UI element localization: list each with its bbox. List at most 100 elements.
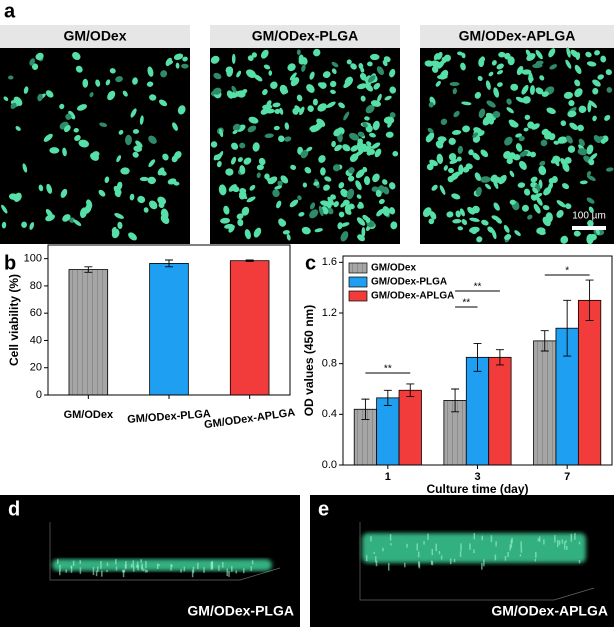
cell-layer-texture [534, 558, 537, 562]
axes-frame [47, 244, 291, 396]
image-title: GM/ODex [63, 28, 126, 44]
cell [3, 96, 9, 101]
error-bar [361, 398, 370, 420]
cell [334, 144, 343, 152]
cell [300, 149, 309, 159]
x-tick-label: GM/ODex-PLGA [127, 408, 211, 426]
cell [429, 211, 437, 220]
cell [431, 60, 442, 68]
cell [491, 215, 500, 221]
cell [7, 75, 14, 80]
cell [279, 220, 287, 227]
cell [506, 107, 514, 114]
cell [543, 186, 552, 196]
cell [563, 91, 573, 99]
cell [422, 207, 432, 218]
cell-layer-texture [438, 550, 441, 555]
image-header [0, 25, 190, 48]
cell [355, 169, 365, 179]
bar [398, 389, 422, 466]
cell-layer-texture [574, 533, 576, 540]
image-title: GM/ODex-APLGA [459, 28, 576, 44]
cell [59, 103, 65, 110]
cell [363, 146, 370, 152]
cell [139, 115, 144, 125]
cell [515, 143, 523, 152]
cell [74, 134, 81, 142]
cell [76, 104, 88, 111]
cell-layer-texture [122, 569, 124, 573]
y-tick-label: 1.2 [322, 307, 337, 319]
cell [389, 86, 397, 94]
cell [246, 196, 256, 203]
cell-layer-texture [59, 564, 61, 572]
cell-layer-texture [449, 558, 452, 565]
bar [533, 340, 557, 466]
cell-layer-texture [504, 555, 507, 561]
scale-bar [572, 226, 606, 230]
cell [491, 60, 497, 66]
cell [360, 95, 366, 102]
cell [474, 91, 482, 99]
cell [428, 218, 435, 225]
cell-layer-texture [435, 543, 437, 552]
cell [114, 213, 124, 219]
cell [382, 206, 390, 217]
cell [111, 228, 120, 239]
cell [109, 68, 116, 74]
cell [322, 71, 331, 79]
cell [365, 217, 371, 223]
cell [532, 187, 539, 194]
cell [437, 74, 448, 80]
cell [358, 201, 364, 209]
cell [604, 114, 611, 121]
cell [324, 176, 332, 182]
axes-frame [342, 255, 613, 466]
cell [587, 101, 592, 113]
cell [133, 145, 143, 152]
cell-layer-texture [56, 559, 59, 564]
cell-layer-texture [122, 570, 125, 578]
cell [244, 229, 251, 240]
cell-layer-texture [218, 565, 220, 571]
cell [517, 182, 526, 188]
cell [146, 81, 154, 87]
cell [519, 160, 527, 170]
cell-layer-texture [137, 564, 139, 568]
cell [231, 142, 239, 150]
cell [279, 107, 284, 115]
cell [382, 179, 388, 185]
cell [35, 52, 44, 60]
cell [574, 79, 581, 87]
cell [343, 199, 350, 206]
cell [220, 217, 231, 224]
cell [333, 201, 339, 208]
cell [306, 84, 315, 93]
cell [496, 70, 504, 75]
cell [132, 151, 139, 158]
cell-layer-texture [459, 551, 462, 557]
cell [424, 60, 434, 67]
cell [560, 158, 568, 167]
cell [357, 138, 363, 145]
cell [45, 90, 54, 98]
cell [518, 136, 525, 142]
cell [467, 206, 476, 215]
cell [452, 87, 457, 95]
cell [475, 186, 482, 196]
cell [43, 133, 53, 142]
cell [538, 230, 546, 236]
cell-layer-texture [578, 560, 581, 564]
panel-label: d [8, 498, 20, 520]
cell [165, 57, 172, 67]
cell [504, 234, 512, 241]
cell [588, 206, 594, 214]
cell [530, 176, 538, 183]
cell-layer-texture [79, 567, 82, 574]
cell [270, 81, 278, 90]
bar [577, 299, 602, 466]
cell [343, 111, 350, 121]
cell [528, 72, 533, 84]
cell [273, 125, 280, 131]
cell [376, 208, 384, 217]
